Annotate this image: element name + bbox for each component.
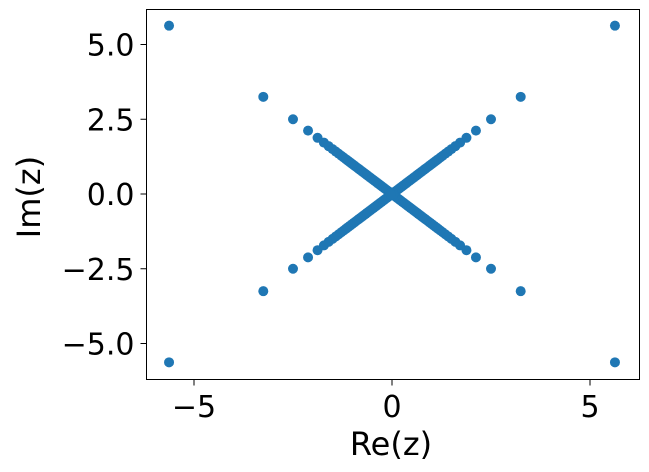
data-point (303, 125, 314, 136)
data-points (164, 20, 620, 368)
y-axis-ticks: −5.0 −2.5 0.0 2.5 5.0 (62, 29, 147, 363)
x-axis-label: Re(z) (350, 425, 432, 463)
data-point (609, 357, 620, 368)
y-axis-label: Im(z) (10, 156, 48, 238)
y-tick-label: −5.0 (62, 328, 135, 363)
x-tick-label: 5 (580, 390, 599, 425)
data-point (164, 357, 175, 368)
data-point (486, 263, 496, 274)
data-point (515, 286, 526, 297)
data-point (303, 252, 314, 263)
x-tick-label: −5 (172, 390, 216, 425)
x-tick-label: 0 (382, 390, 401, 425)
data-point (470, 252, 481, 263)
data-point (515, 91, 526, 102)
y-tick-label: 5.0 (87, 29, 135, 64)
data-point (470, 125, 481, 136)
data-point (164, 20, 175, 31)
y-tick-label: 2.5 (87, 103, 135, 138)
data-point (258, 91, 269, 102)
data-point (609, 20, 620, 31)
data-point (258, 286, 269, 297)
y-tick-label: −2.5 (62, 253, 135, 288)
data-point (288, 114, 298, 125)
y-tick-label: 0.0 (87, 178, 135, 213)
data-point (385, 189, 396, 200)
x-axis-ticks: −5 0 5 (172, 379, 600, 425)
data-point (288, 263, 298, 274)
data-point (486, 114, 496, 125)
